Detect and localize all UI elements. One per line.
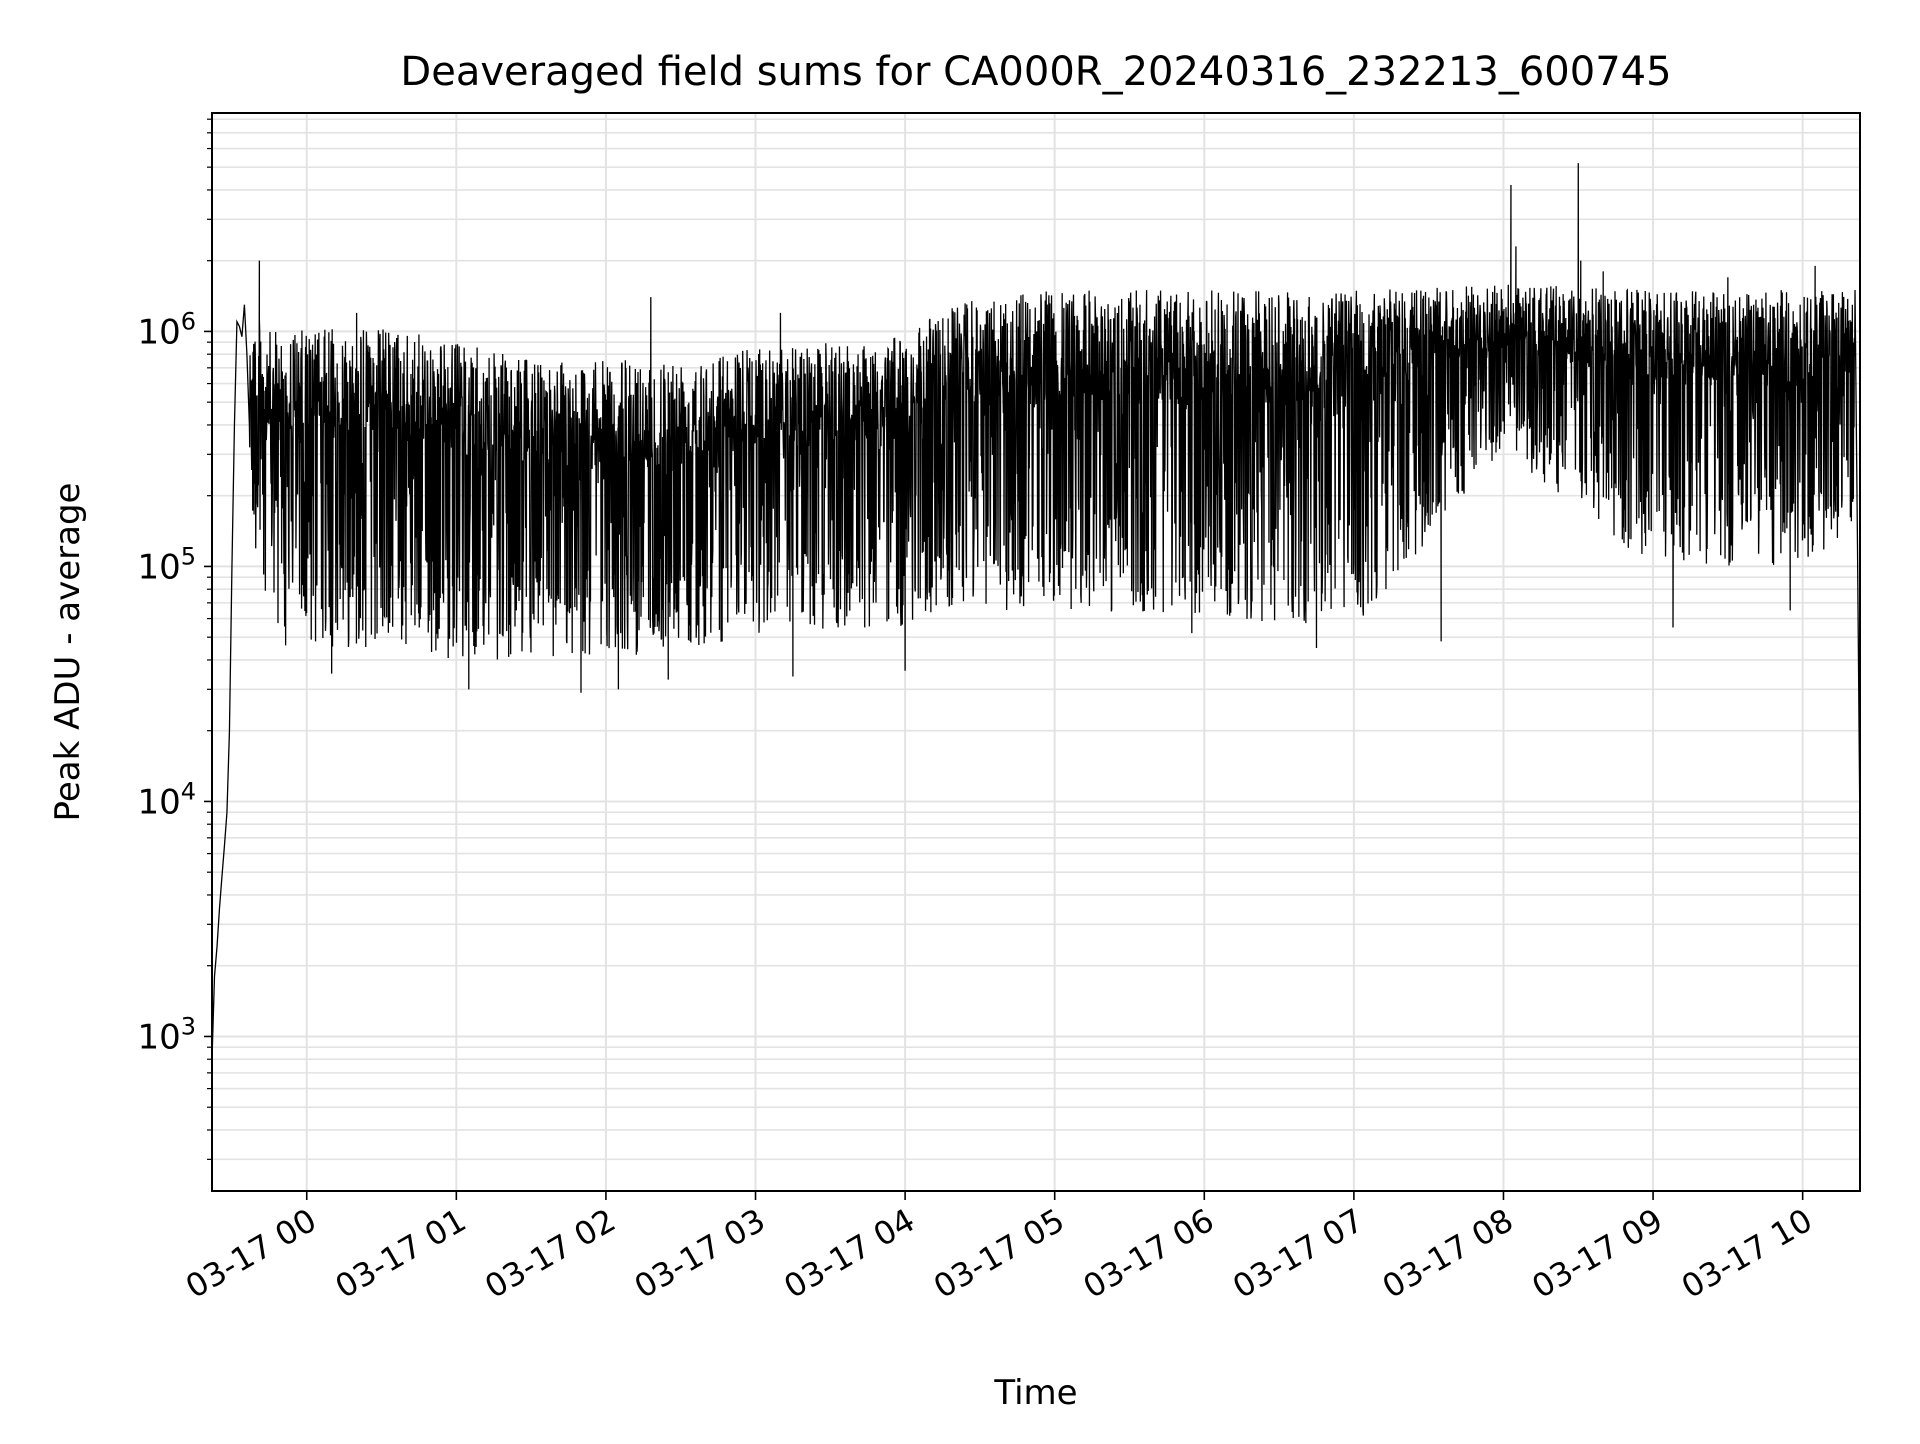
y-tick-label: 103 [137,1012,196,1057]
y-axis-label: Peak ADU - average [48,483,88,822]
y-tick-label: 105 [137,542,196,587]
plot-frame [211,112,1861,1192]
y-tick-label: 104 [137,777,196,822]
x-axis-label: Time [993,1373,1077,1413]
chart-title: Deaveraged field sums for CA000R_2024031… [400,49,1671,95]
series-layer [211,163,1861,1060]
y-tick-label: 106 [137,307,196,352]
series-line [211,163,1861,1060]
